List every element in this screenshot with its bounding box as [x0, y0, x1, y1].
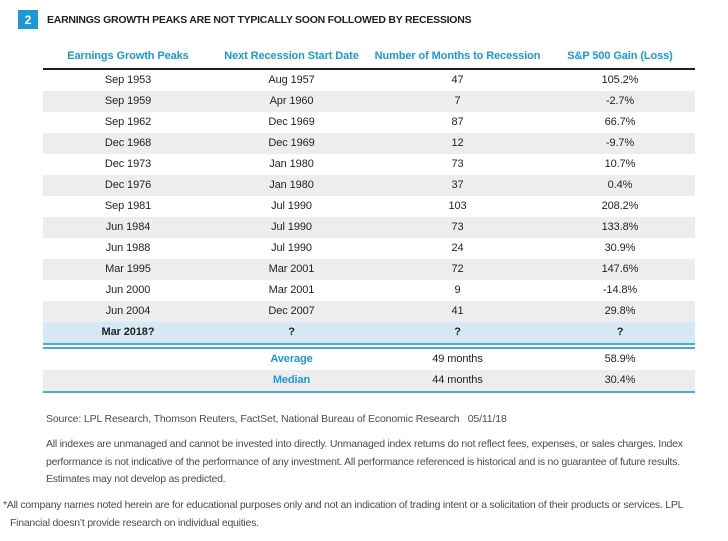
table-cell: Dec 1969 — [268, 116, 315, 128]
column-header: Next Recession Start Date — [213, 47, 370, 70]
table-row: Sep 1959 Apr 1960 7 -2.7% — [43, 91, 695, 112]
figure-title: EARNINGS GROWTH PEAKS ARE NOT TYPICALLY … — [47, 14, 472, 26]
table-cell: 66.7% — [604, 116, 636, 128]
table-cell: ? — [370, 322, 545, 345]
table-cell: 73 — [451, 158, 464, 170]
table-row: Sep 1953 Aug 1957 47 105.2% — [43, 69, 695, 91]
table-cell: -2.7% — [545, 91, 695, 112]
footnote-text: *All company names noted herein are for … — [3, 499, 683, 529]
table-cell: 44 months — [370, 370, 545, 393]
table-row: Median 44 months 30.4% — [43, 370, 695, 393]
earnings-recession-table-wrap: Earnings Growth Peaks Next Recession Star… — [43, 47, 695, 393]
table-cell: 133.8% — [545, 217, 695, 238]
table-cell: 30.4% — [545, 370, 695, 393]
table-cell: Average — [213, 347, 370, 370]
table-cell: 58.9% — [545, 347, 695, 370]
table-cell: 47 — [451, 74, 464, 86]
table-cell: Mar 2001 — [268, 284, 315, 296]
table-cell: Jun 2004 — [43, 301, 213, 322]
table-cell: 105.2% — [601, 74, 639, 86]
source-line: Source: LPL Research, Thomson Reuters, F… — [46, 413, 507, 425]
table-cell: 73 — [370, 217, 545, 238]
table-cell: Dec 1968 — [43, 133, 213, 154]
table-cell: Jan 1980 — [213, 175, 370, 196]
table-cell: Dec 1976 — [43, 175, 213, 196]
table-cell: Jan 1980 — [269, 158, 314, 170]
table-row: Mar 1995 Mar 2001 72 147.6% — [43, 259, 695, 280]
table-row: Sep 1962 Dec 1969 87 66.7% — [43, 112, 695, 133]
table-cell: 7 — [370, 91, 545, 112]
table-row: Jun 2004 Dec 2007 41 29.8% — [43, 301, 695, 322]
table-cell: Mar 1995 — [43, 259, 213, 280]
table-header-row: Earnings Growth Peaks Next Recession Star… — [43, 47, 695, 70]
column-header: Number of Months to Recession — [370, 47, 545, 70]
table-cell: Dec 1969 — [213, 133, 370, 154]
table-cell: ? — [545, 322, 695, 345]
disclaimer-text: All indexes are unmanaged and cannot be … — [46, 438, 683, 485]
figure-number-badge: 2 — [18, 10, 38, 29]
table-cell: Dec 2007 — [213, 301, 370, 322]
table-row: Mar 2018???? — [43, 322, 695, 345]
table-cell: 87 — [451, 116, 464, 128]
table-cell: ? — [213, 322, 370, 345]
table-cell: 12 — [370, 133, 545, 154]
figure-number: 2 — [24, 12, 32, 27]
table-row: Sep 1981 Jul 1990 103 208.2% — [43, 196, 695, 217]
table-cell: 49 months — [370, 347, 545, 370]
table-cell: 10.7% — [604, 158, 636, 170]
table-cell: 72 — [370, 259, 545, 280]
table-cell: 0.4% — [545, 175, 695, 196]
table-row: Jun 1988 Jul 1990 24 30.9% — [43, 238, 695, 259]
table-cell: 29.8% — [545, 301, 695, 322]
table-cell — [43, 370, 213, 393]
table-row: Dec 1976 Jan 1980 37 0.4% — [43, 175, 695, 196]
table-cell: Sep 1962 — [104, 116, 152, 128]
table-separator — [43, 344, 695, 348]
table-row: Dec 1973 Jan 1980 73 10.7% — [43, 154, 695, 175]
table-cell — [43, 347, 213, 370]
table-cell: Sep 1981 — [104, 200, 152, 212]
table-cell: Mar 2018? — [43, 322, 213, 345]
table-cell: Jul 1990 — [271, 200, 312, 212]
table-row: Jun 2000 Mar 2001 9 -14.8% — [43, 280, 695, 301]
table-cell: Jun 1984 — [43, 217, 213, 238]
table-row: Jun 1984 Jul 1990 73 133.8% — [43, 217, 695, 238]
table-cell: Dec 1973 — [104, 158, 152, 170]
table-cell: 41 — [370, 301, 545, 322]
table-cell: -9.7% — [545, 133, 695, 154]
table-cell: 147.6% — [545, 259, 695, 280]
table-cell: 24 — [451, 242, 464, 254]
column-header: Earnings Growth Peaks — [43, 47, 213, 70]
table-cell: 37 — [370, 175, 545, 196]
table-cell: Jul 1990 — [271, 242, 312, 254]
earnings-recession-table: Earnings Growth Peaks Next Recession Star… — [43, 47, 695, 393]
table-cell: Median — [213, 370, 370, 393]
table-cell: 103 — [448, 200, 467, 212]
table-cell: Jul 1990 — [213, 217, 370, 238]
table-cell: Apr 1960 — [213, 91, 370, 112]
table-cell: 208.2% — [601, 200, 639, 212]
table-cell: Sep 1953 — [104, 74, 152, 86]
table-cell: -14.8% — [602, 284, 638, 296]
column-header: S&P 500 Gain (Loss) — [545, 47, 695, 70]
table-cell: Jun 1988 — [105, 242, 151, 254]
table-row: Average 49 months 58.9% — [43, 347, 695, 370]
table-cell: Jun 2000 — [105, 284, 151, 296]
table-cell: 9 — [454, 284, 461, 296]
table-cell: Mar 2001 — [213, 259, 370, 280]
table-cell: Aug 1957 — [268, 74, 315, 86]
table-cell: Sep 1959 — [43, 91, 213, 112]
table-cell: 30.9% — [604, 242, 636, 254]
table-row: Dec 1968 Dec 1969 12 -9.7% — [43, 133, 695, 154]
